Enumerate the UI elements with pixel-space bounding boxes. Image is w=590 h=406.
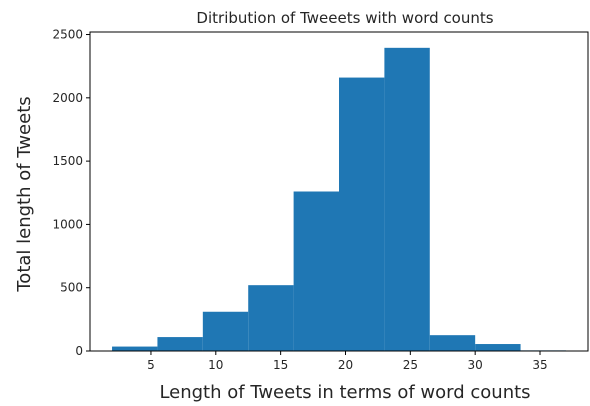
x-axis-ticks: 5 10 15 20 25 30 35 — [147, 351, 548, 372]
x-tick-label: 20 — [338, 358, 353, 372]
y-tick-label: 0 — [75, 344, 83, 358]
histogram-bar — [112, 346, 158, 351]
histogram-bar — [384, 47, 430, 351]
x-axis-label: Length of Tweets in terms of word counts — [159, 382, 530, 403]
histogram-bar — [248, 285, 294, 351]
histogram-bar — [429, 335, 476, 351]
y-tick-label: 2500 — [52, 28, 83, 42]
histogram-bar — [293, 191, 339, 351]
chart-title: Ditribution of Tweeets with word counts — [196, 9, 493, 27]
x-tick-label: 25 — [403, 358, 418, 372]
y-tick-label: 500 — [60, 281, 83, 295]
bars-group — [112, 47, 566, 352]
y-tick-label: 2000 — [52, 91, 83, 105]
x-tick-label: 10 — [208, 358, 223, 372]
histogram-bar — [202, 311, 249, 351]
histogram-bar — [157, 337, 203, 351]
x-tick-label: 15 — [273, 358, 288, 372]
y-axis-label: Total length of Tweets — [14, 96, 35, 292]
plot-frame — [89, 31, 589, 352]
x-tick-label: 35 — [532, 358, 547, 372]
x-tick-label: 5 — [147, 358, 155, 372]
x-tick-label: 30 — [468, 358, 483, 372]
histogram-bar — [339, 77, 385, 352]
y-tick-label: 1000 — [52, 217, 83, 231]
histogram-bar — [475, 344, 521, 351]
y-tick-label: 1500 — [52, 154, 83, 168]
y-axis-ticks: 0 500 1000 1500 2000 2500 — [52, 28, 90, 358]
